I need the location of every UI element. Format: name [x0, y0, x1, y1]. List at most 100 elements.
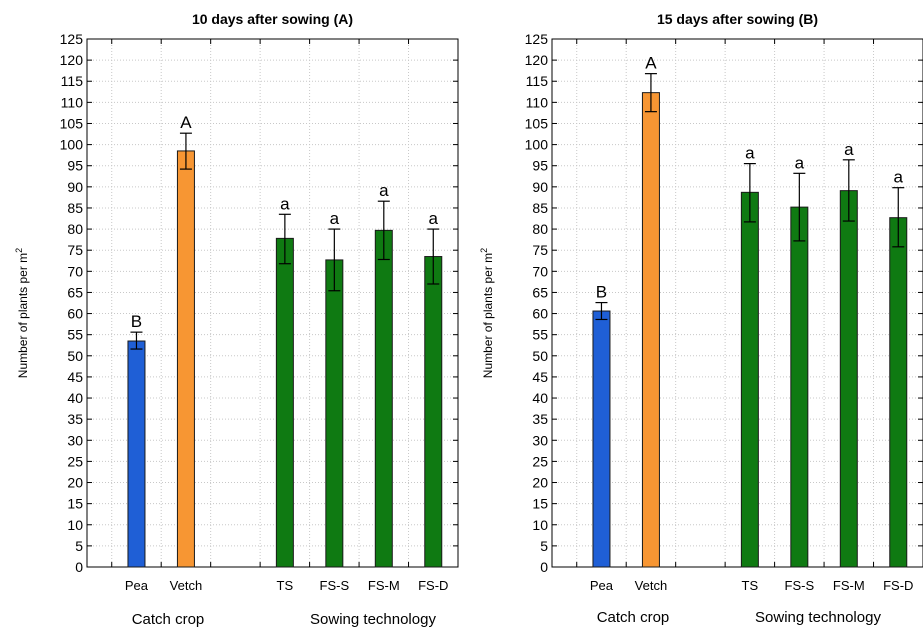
bar-fs-s: [325, 259, 344, 568]
y-tick-label: 50: [67, 348, 83, 364]
y-tick-label: 45: [532, 369, 548, 385]
bar-fs-s: [790, 206, 809, 568]
y-tick-label: 80: [532, 221, 548, 237]
group-label: Catch crop: [132, 611, 205, 628]
y-tick-label: 120: [60, 52, 84, 68]
y-tick-label: 95: [67, 158, 83, 174]
y-tick-label: 55: [532, 327, 548, 343]
group-label: Sowing technology: [755, 609, 881, 626]
x-tick-label: Vetch: [635, 578, 668, 593]
bar-ts: [275, 237, 294, 568]
y-tick-label: 110: [526, 94, 549, 110]
y-tick-label: 25: [532, 453, 548, 469]
y-tick-label: 5: [75, 538, 83, 554]
y-axis-label: Number of plants per m2: [479, 248, 495, 378]
chart-title: 10 days after sowing (A): [192, 11, 353, 27]
group-label: Sowing technology: [310, 611, 436, 628]
significance-letter: B: [131, 312, 142, 331]
bar-fs-d: [889, 217, 908, 568]
y-tick-label: 10: [67, 517, 83, 533]
significance-letter: A: [645, 54, 657, 73]
significance-letter: a: [894, 168, 904, 187]
y-tick-label: 60: [532, 306, 548, 322]
y-tick-label: 65: [67, 284, 83, 300]
plot-frame: [551, 38, 923, 568]
x-tick-label: Pea: [125, 578, 149, 593]
y-tick-label: 90: [67, 179, 83, 195]
y-tick-label: 20: [67, 475, 83, 491]
y-tick-label: 60: [67, 306, 83, 322]
x-tick-label: FS-S: [320, 578, 350, 593]
significance-letter: a: [844, 140, 854, 159]
y-tick-label: 55: [67, 327, 83, 343]
x-tick-label: TS: [742, 578, 759, 593]
y-tick-label: 90: [532, 179, 548, 195]
y-tick-label: 105: [60, 115, 84, 131]
significance-letter: A: [180, 113, 192, 132]
y-tick-label: 35: [532, 411, 548, 427]
y-tick-label: 50: [532, 348, 548, 364]
y-tick-label: 75: [67, 242, 83, 258]
y-tick-label: 25: [67, 453, 83, 469]
significance-letter: a: [429, 209, 439, 228]
chart-title: 15 days after sowing (B): [657, 11, 818, 27]
y-tick-label: 10: [532, 517, 548, 533]
plot-frame: [86, 38, 459, 568]
x-tick-label: FS-D: [418, 578, 448, 593]
significance-letter: a: [280, 194, 290, 213]
bar-fs-m: [374, 229, 393, 568]
bar-vetch: [641, 92, 660, 568]
y-tick-label: 125: [60, 31, 84, 47]
y-tick-label: 125: [525, 31, 549, 47]
y-tick-label: 30: [67, 432, 83, 448]
x-tick-label: FS-M: [368, 578, 400, 593]
y-tick-label: 15: [532, 496, 548, 512]
bar-pea: [127, 340, 146, 568]
bar-vetch: [176, 150, 195, 568]
y-axis-label-superscript: 2: [14, 248, 24, 253]
y-tick-label: 35: [67, 411, 83, 427]
chart-panel-1: 0 5 10 15 20 25 30 35 40 45 50 55 60 65 70 75 80 85 90 95 10…: [14, 11, 459, 628]
significance-letter: a: [745, 144, 755, 163]
x-tick-label: FS-S: [785, 578, 815, 593]
y-axis-label: Number of plants per m2: [14, 248, 30, 378]
y-tick-label: 100: [60, 137, 84, 153]
group-label: Catch crop: [597, 609, 670, 626]
x-tick-label: Pea: [590, 578, 614, 593]
y-tick-label: 5: [540, 538, 548, 554]
grid: [552, 39, 923, 567]
significance-letter: B: [596, 283, 607, 302]
y-tick-label: 95: [532, 158, 548, 174]
significance-letter: a: [379, 181, 389, 200]
y-tick-label: 65: [532, 284, 548, 300]
y-tick-label: 70: [67, 263, 83, 279]
bar-fs-m: [839, 190, 858, 568]
y-tick-label: 110: [61, 94, 84, 110]
chart-panel-2: 0 5 10 15 20 25 30 35 40 45 50 55 60 65 70 75 80 85 90 95 10…: [479, 11, 923, 626]
y-tick-label: 100: [525, 137, 549, 153]
y-tick-label: 40: [67, 390, 83, 406]
x-tick-label: FS-M: [833, 578, 865, 593]
y-tick-label: 80: [67, 221, 83, 237]
y-tick-label: 115: [61, 73, 84, 89]
y-tick-label: 45: [67, 369, 83, 385]
y-tick-label: 20: [532, 475, 548, 491]
y-tick-label: 75: [532, 242, 548, 258]
grid: [87, 39, 458, 567]
bar-fs-d: [424, 256, 443, 568]
y-axis-label-text: Number of plants per m: [481, 253, 495, 378]
x-tick-label: TS: [277, 578, 294, 593]
y-tick-label: 0: [75, 559, 83, 575]
plot-area: [87, 39, 458, 567]
significance-letter: a: [330, 209, 340, 228]
y-tick-label: 0: [540, 559, 548, 575]
bar-ts: [740, 191, 759, 568]
bar-pea: [592, 310, 611, 568]
y-tick-label: 105: [525, 115, 549, 131]
significance-letter: a: [795, 153, 805, 172]
y-tick-label: 30: [532, 432, 548, 448]
y-tick-label: 115: [526, 73, 549, 89]
plot-area: [552, 39, 923, 567]
